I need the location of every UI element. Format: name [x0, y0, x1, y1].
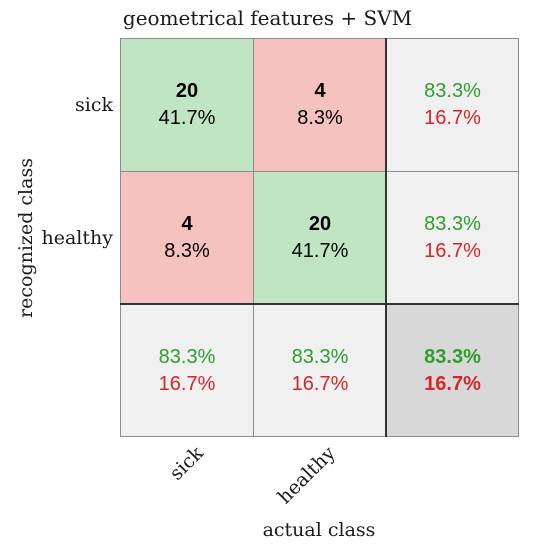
cell-count: 20 — [175, 80, 199, 102]
cell-count: 4 — [314, 80, 326, 102]
matrix-cell: 20 41.7% — [253, 171, 387, 305]
col-summary-cell: 83.3% 16.7% — [253, 304, 387, 437]
cell-percent: 8.3% — [164, 240, 210, 262]
cell-correct-rate: 83.3% — [424, 213, 481, 235]
cell-correct-rate: 83.3% — [291, 345, 349, 368]
matrix-cell: 20 41.7% — [120, 38, 254, 172]
row-summary-cell: 83.3% 16.7% — [386, 171, 519, 305]
x-axis-label: actual class — [262, 519, 376, 541]
overall-correct-rate: 83.3% — [424, 345, 481, 368]
chart-title: geometrical features + SVM — [122, 6, 413, 30]
confusion-matrix: 20 41.7% 4 8.3% 83.3% 16.7% 4 8.3% 20 41… — [120, 38, 519, 437]
cell-error-rate: 16.7% — [291, 372, 349, 395]
overall-error-rate: 16.7% — [424, 372, 481, 395]
cell-percent: 41.7% — [291, 240, 349, 262]
overall-accuracy-cell: 83.3% 16.7% — [386, 304, 519, 437]
cell-count: 20 — [308, 213, 332, 235]
cell-error-rate: 16.7% — [424, 107, 481, 129]
y-axis-label: recognized class — [15, 158, 37, 318]
summary-divider-horizontal — [120, 303, 519, 305]
cell-error-rate: 16.7% — [158, 372, 216, 395]
cell-percent: 8.3% — [297, 107, 343, 129]
cell-correct-rate: 83.3% — [424, 80, 481, 102]
row-tick-label: sick — [75, 94, 113, 116]
matrix-cell: 4 8.3% — [253, 38, 387, 172]
cell-correct-rate: 83.3% — [158, 345, 216, 368]
row-summary-cell: 83.3% 16.7% — [386, 38, 519, 172]
col-tick-label: sick — [165, 442, 208, 485]
summary-divider-vertical — [385, 38, 387, 437]
row-tick-label: healthy — [41, 227, 114, 249]
cell-count: 4 — [181, 213, 193, 235]
col-summary-cell: 83.3% 16.7% — [120, 304, 254, 437]
cell-percent: 41.7% — [158, 107, 216, 129]
cell-error-rate: 16.7% — [424, 240, 481, 262]
col-tick-label: healthy — [273, 442, 340, 509]
matrix-cell: 4 8.3% — [120, 171, 254, 305]
